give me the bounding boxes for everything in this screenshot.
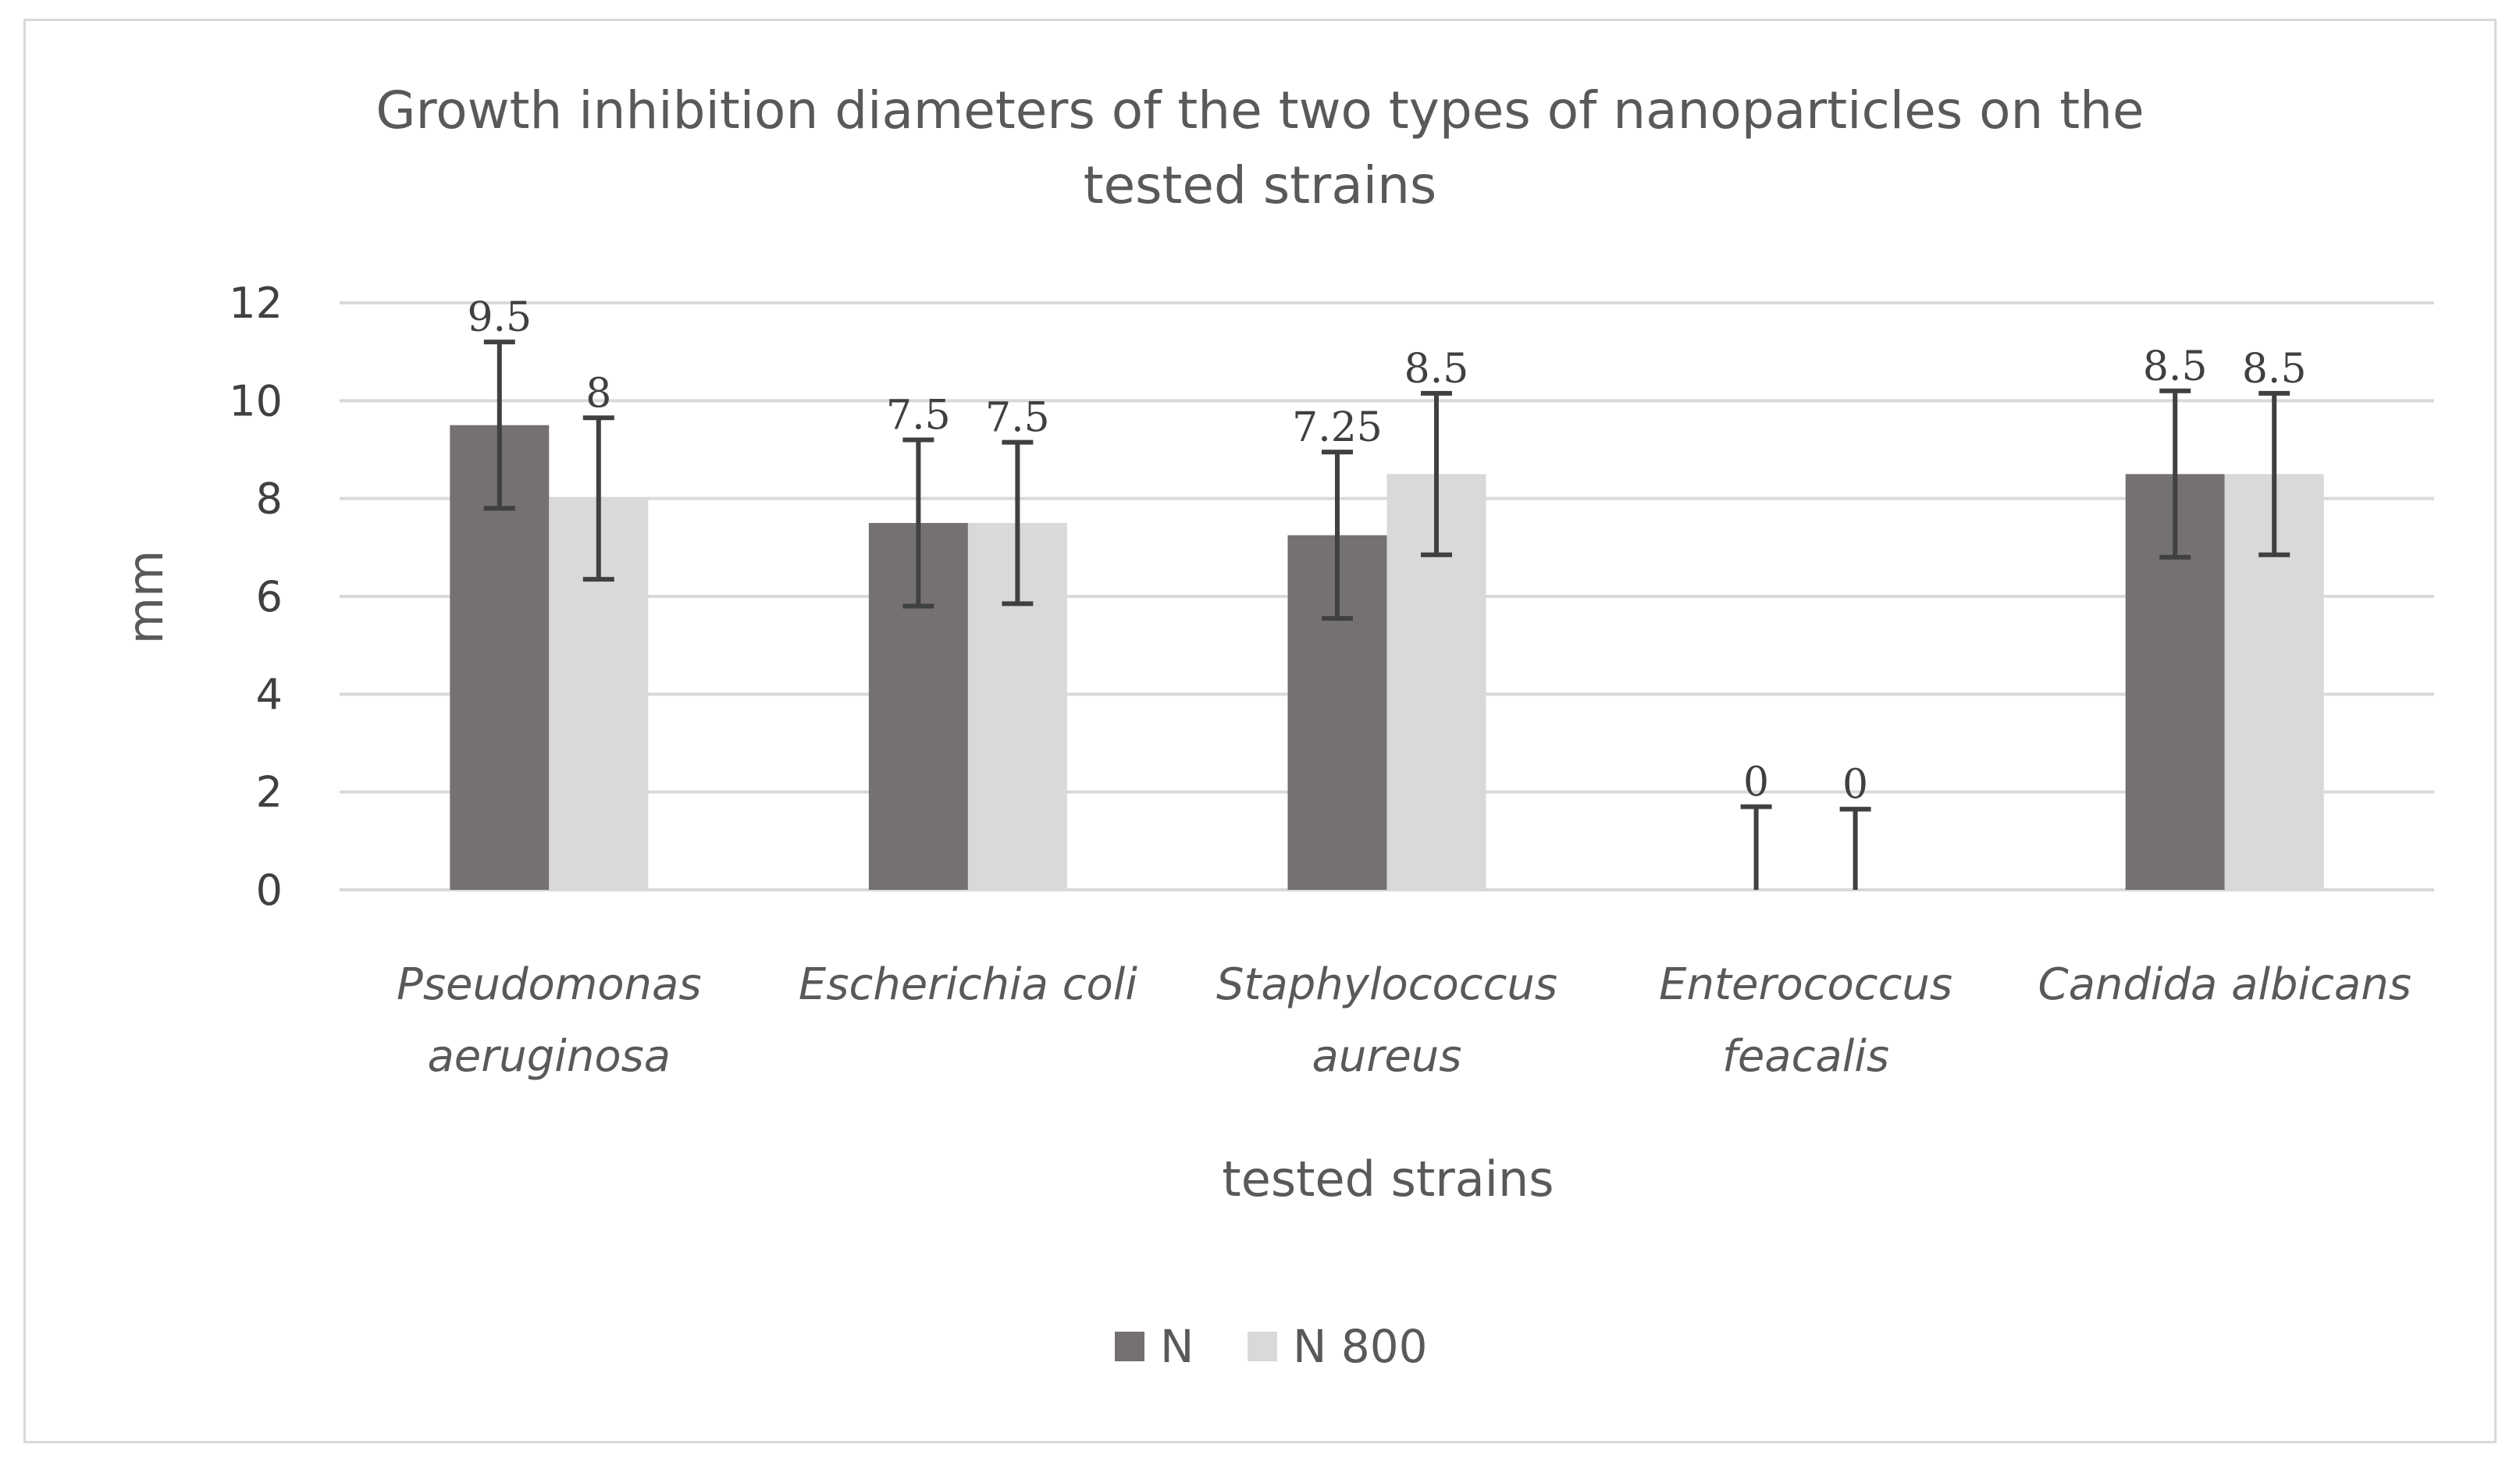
y-tick-label: 0 <box>256 866 283 915</box>
data-label: 8.5 <box>1404 346 1469 393</box>
y-tick-label: 6 <box>256 572 283 621</box>
chart-title-line-2: tested strains <box>1084 155 1437 215</box>
y-tick-label: 8 <box>256 475 283 524</box>
data-labels: 9.5 7.5 7.25 0 8.5 8 7.5 8.5 0 8.5 <box>467 294 2306 808</box>
legend-swatch-n <box>1115 1332 1144 1361</box>
x-axis-title: tested strains <box>1222 1151 1554 1208</box>
data-label: 7.5 <box>886 392 951 439</box>
y-tick-label: 10 <box>229 376 283 425</box>
data-label: 0 <box>1842 762 1868 809</box>
data-label: 7.25 <box>1292 404 1383 451</box>
x-axis-categories: Pseudomonas aeruginosa Escherichia coli Sta… <box>397 959 2411 1082</box>
x-category-label: Pseudomonas <box>397 959 702 1010</box>
y-axis-title: mm <box>117 550 174 645</box>
data-label: 0 <box>1743 759 1769 806</box>
x-category-label: Enterococcus <box>1659 959 1952 1010</box>
data-label: 8 <box>586 370 611 417</box>
x-category-label: aeruginosa <box>427 1031 671 1082</box>
y-axis-ticks: 0 2 4 6 8 10 12 <box>229 279 283 915</box>
legend-swatch-n800 <box>1248 1332 1277 1361</box>
x-category-label: Staphylococcus <box>1216 959 1557 1010</box>
legend-label-n800: N 800 <box>1293 1320 1428 1373</box>
x-category-label: Candida albicans <box>2038 959 2411 1010</box>
data-label: 9.5 <box>467 294 532 341</box>
y-tick-label: 4 <box>256 670 283 719</box>
y-tick-label: 12 <box>229 279 283 328</box>
x-category-label: feacalis <box>1722 1031 1889 1082</box>
data-label: 8.5 <box>2242 346 2307 393</box>
data-label: 8.5 <box>2143 343 2208 390</box>
y-tick-label: 2 <box>256 768 283 817</box>
legend-label-n: N <box>1160 1320 1194 1373</box>
error-bars <box>483 340 2290 890</box>
chart-frame <box>23 19 2497 1443</box>
bars <box>450 425 2324 890</box>
x-category-label: aureus <box>1312 1031 1462 1082</box>
legend: N N 800 <box>1115 1320 1428 1373</box>
x-category-label: Escherichia coli <box>799 959 1137 1010</box>
chart-title-line-1: Growth inhibition diameters of the two t… <box>376 80 2144 141</box>
data-label: 7.5 <box>985 395 1050 442</box>
